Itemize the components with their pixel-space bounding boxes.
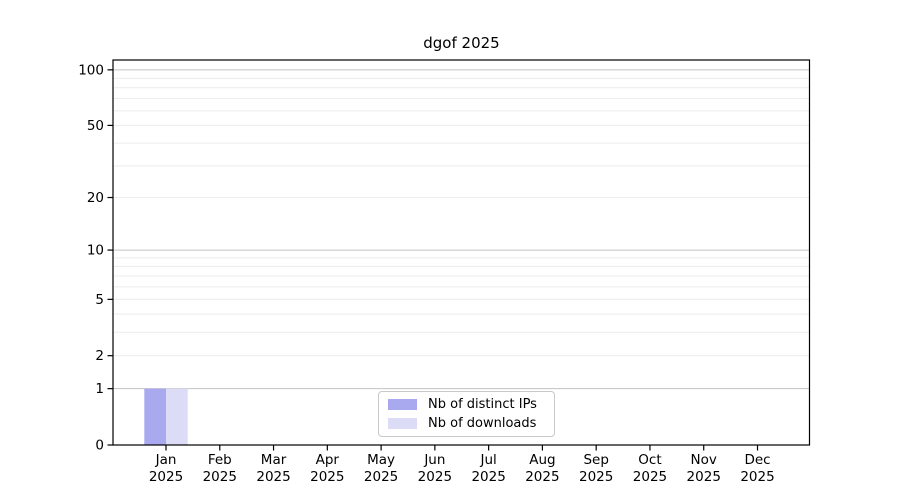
x-tick-label-dec: Dec 2025 (740, 452, 774, 485)
legend-label-downloads: Nb of downloads (428, 416, 537, 431)
legend: Nb of distinct IPs Nb of downloads (378, 391, 555, 437)
legend-swatch-downloads (388, 418, 417, 429)
bar-nb-of-downloads-jan (166, 388, 188, 445)
y-tick-label: 0 (95, 438, 104, 454)
y-tick-label: 2 (95, 348, 104, 364)
y-tick-label: 20 (87, 190, 104, 206)
x-tick-label-sep: Sep 2025 (579, 452, 613, 485)
x-tick-label-nov: Nov 2025 (687, 452, 721, 485)
legend-label-distinct-ips: Nb of distinct IPs (428, 397, 537, 412)
x-tick-label-oct: Oct 2025 (633, 452, 667, 485)
plot-border (112, 59, 811, 446)
x-tick-label-mar: Mar 2025 (256, 452, 290, 485)
x-tick-label-aug: Aug 2025 (525, 452, 559, 485)
y-tick-label: 1 (95, 381, 104, 397)
x-tick-label-apr: Apr 2025 (310, 452, 344, 485)
legend-row-downloads: Nb of downloads (388, 416, 545, 431)
x-tick-label-may: May 2025 (364, 452, 398, 485)
bar-nb-of-distinct-ips-jan (144, 388, 166, 445)
x-tick-label-jun: Jun 2025 (418, 452, 452, 485)
legend-swatch-distinct-ips (388, 399, 417, 410)
chart-title: dgof 2025 (423, 34, 500, 52)
x-tick-label-feb: Feb 2025 (203, 452, 237, 485)
x-tick-label-jan: Jan 2025 (149, 452, 183, 485)
y-tick-label: 50 (87, 118, 104, 134)
legend-row-distinct-ips: Nb of distinct IPs (388, 397, 545, 412)
y-tick-label: 5 (95, 292, 104, 308)
x-tick-label-jul: Jul 2025 (471, 452, 505, 485)
y-tick-label: 100 (78, 62, 104, 78)
y-tick-label: 10 (87, 243, 104, 259)
